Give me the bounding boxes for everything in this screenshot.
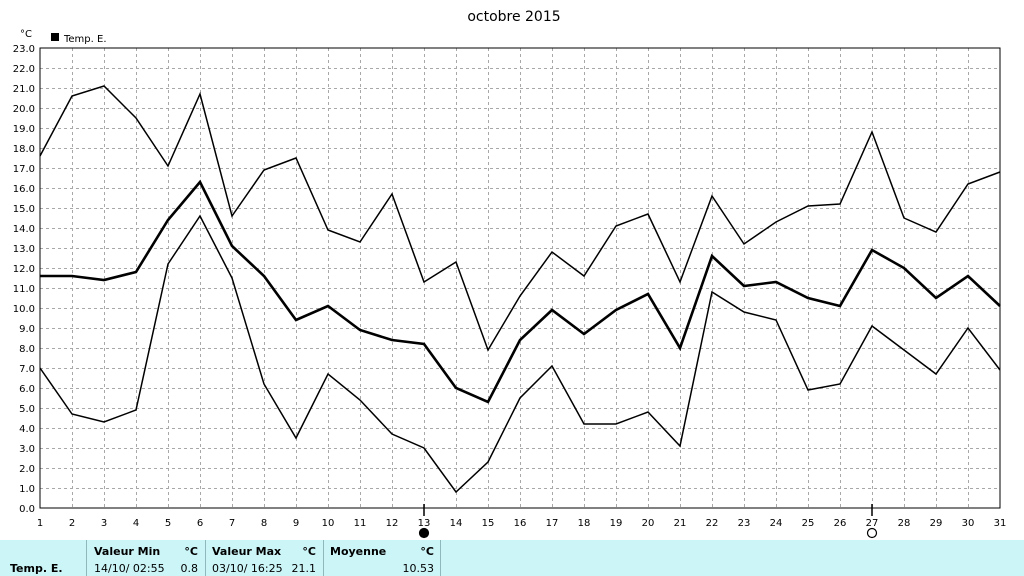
divider [205,540,206,576]
series-lines [39,85,1001,494]
stats-max-value: 21.1 [291,562,317,575]
x-tick-label: 4 [133,518,139,529]
x-tick-label: 30 [962,518,975,529]
x-tick-label: 12 [386,518,399,529]
stats-series-cell: Temp. E. [0,540,86,576]
y-tick-label: 8.0 [19,344,35,355]
x-tick-label: 1 [37,518,43,529]
legend-label: Temp. E. [63,34,107,45]
stats-min-value: 0.8 [180,562,199,575]
y-unit-label: °C [20,29,32,40]
x-tick-label: 19 [610,518,623,529]
full-moon-icon [866,527,878,539]
x-tick-label: 18 [578,518,591,529]
stats-max-unit: °C [302,545,316,558]
stats-avg-cell: Moyenne °C 10.53 [324,540,440,576]
series-min-line [39,214,1001,494]
temperature-chart: 0.01.02.03.04.05.06.07.08.09.010.011.012… [13,9,1007,539]
y-tick-label: 20.0 [13,104,35,115]
y-tick-label: 22.0 [13,64,35,75]
y-tick-label: 10.0 [13,304,35,315]
stats-max-cell: Valeur Max °C 03/10/ 16:25 21.1 [206,540,323,576]
plot-frame [39,47,1001,509]
y-tick-label: 9.0 [19,324,35,335]
stats-avg-unit: °C [420,545,434,558]
x-tick-label: 13 [418,518,431,529]
y-tick-label: 7.0 [19,364,35,375]
y-tick-label: 12.0 [13,264,35,275]
x-tick-label: 6 [197,518,203,529]
y-tick-label: 17.0 [13,164,35,175]
stats-min-unit: °C [184,545,198,558]
stats-footer: Temp. E. Valeur Min °C 14/10/ 02:55 0.8 … [0,540,1024,576]
x-tick-label: 5 [165,518,171,529]
stats-avg-title: Moyenne [330,545,387,558]
y-tick-label: 21.0 [13,84,35,95]
stats-avg-value: 10.53 [402,562,435,575]
x-tick-label: 27 [866,518,879,529]
stats-max-title: Valeur Max [212,545,282,558]
y-tick-label: 4.0 [19,424,35,435]
x-tick-labels: 1 2 3 4 5 6 7 8 9 10 11 12 13 14 15 16 17 18 19 20 21 22 23 24 2… [37,518,1007,529]
x-tick-label: 16 [514,518,527,529]
y-tick-label: 13.0 [13,244,35,255]
y-tick-label: 5.0 [19,404,35,415]
new-moon-icon [418,527,430,539]
x-tick-label: 17 [546,518,559,529]
x-tick-label: 29 [930,518,943,529]
y-tick-label: 6.0 [19,384,35,395]
stats-min-title: Valeur Min [94,545,161,558]
divider [440,540,441,576]
y-tick-label: 0.0 [19,504,35,515]
stats-series-label: Temp. E. [10,562,63,575]
x-tick-label: 21 [674,518,687,529]
divider [86,540,87,576]
x-tick-label: 10 [322,518,335,529]
y-tick-label: 19.0 [13,124,35,135]
series-max-line [39,85,1001,352]
x-tick-label: 25 [802,518,815,529]
x-tick-label: 14 [450,518,463,529]
x-tick-label: 24 [770,518,783,529]
x-tick-label: 31 [994,518,1007,529]
x-tick-label: 3 [101,518,107,529]
y-tick-labels: 0.0 1.0 2.0 3.0 4.0 5.0 6.0 7.0 8.0 9.0 10.0 11.0 12… [13,44,35,515]
y-tick-label: 15.0 [13,204,35,215]
x-tick-label: 11 [354,518,367,529]
x-tick-label: 2 [69,518,75,529]
chart-title: octobre 2015 [467,9,560,25]
y-tick-label: 23.0 [13,44,35,55]
legend-swatch [51,33,59,41]
y-tick-label: 11.0 [13,284,35,295]
y-tick-label: 2.0 [19,464,35,475]
x-tick-label: 26 [834,518,847,529]
stats-max-when: 03/10/ 16:25 [212,562,283,575]
stats-min-cell: Valeur Min °C 14/10/ 02:55 0.8 [87,540,205,576]
y-tick-label: 3.0 [19,444,35,455]
x-tick-label: 22 [706,518,719,529]
chart-grid [40,48,1000,508]
x-tick-label: 28 [898,518,911,529]
divider [323,540,324,576]
series-mean-line [40,179,1001,404]
y-tick-label: 1.0 [19,484,35,495]
moon-markers [418,504,878,539]
x-tick-label: 23 [738,518,751,529]
stats-min-when: 14/10/ 02:55 [94,562,165,575]
y-tick-label: 16.0 [13,184,35,195]
x-tick-label: 8 [261,518,267,529]
x-tick-label: 20 [642,518,655,529]
y-tick-label: 14.0 [13,224,35,235]
y-tick-label: 18.0 [13,144,35,155]
x-tick-label: 15 [482,518,495,529]
x-tick-label: 7 [229,518,235,529]
x-tick-label: 9 [293,518,299,529]
